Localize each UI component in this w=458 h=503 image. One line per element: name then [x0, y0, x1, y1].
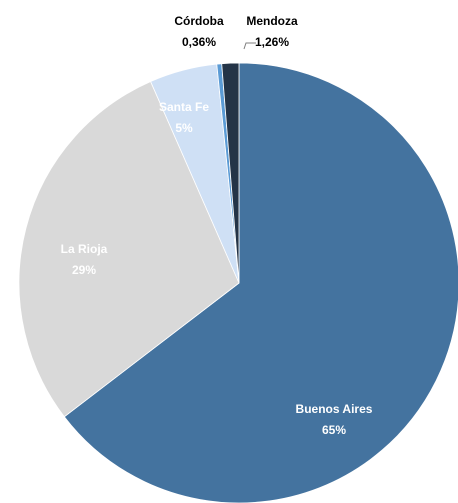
- slice-label: Buenos Aires: [296, 402, 373, 416]
- slice-label: Mendoza: [246, 14, 298, 28]
- slice-value-label: 29%: [72, 263, 96, 277]
- pie-slice: [18, 81, 240, 418]
- pie-slice: [63, 62, 458, 503]
- slice-label: Córdoba: [174, 14, 224, 28]
- pie-slice: [221, 62, 240, 284]
- slice-label: La Rioja: [61, 242, 108, 256]
- leader-line: [243, 42, 256, 50]
- slice-value-label: 1,26%: [255, 35, 289, 49]
- slice-value-label: 5%: [175, 121, 193, 135]
- slice-value-label: 65%: [322, 423, 346, 437]
- slice-label: Santa Fe: [159, 100, 209, 114]
- slice-value-label: 0,36%: [182, 35, 216, 49]
